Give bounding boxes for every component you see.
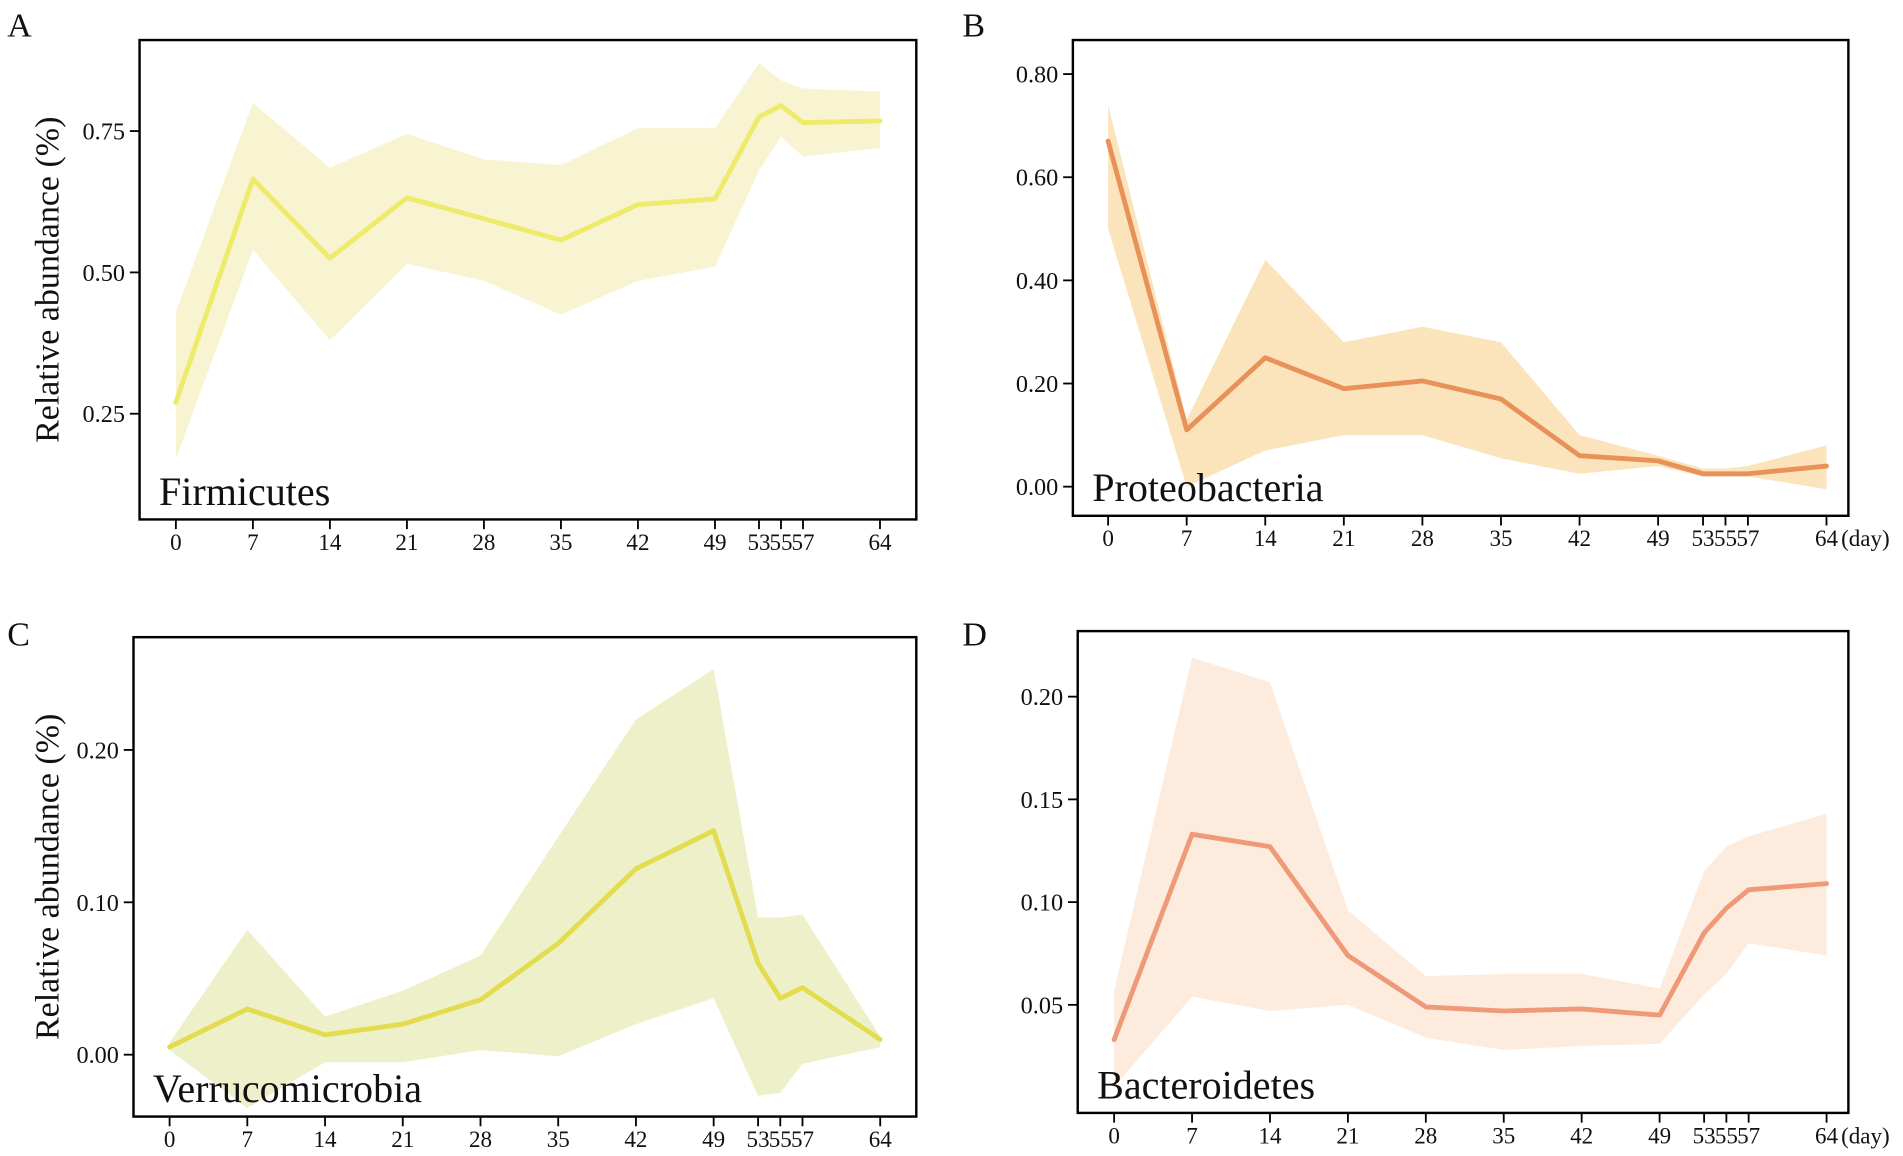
- x-tick-label: 14: [314, 1126, 338, 1152]
- x-tick-label: 14: [318, 529, 342, 555]
- x-tick-label: 0: [164, 1126, 176, 1152]
- phylum-label: Proteobacteria: [1092, 465, 1323, 510]
- x-tick-label: 7: [242, 1126, 254, 1152]
- x-tick-label: 53: [747, 529, 770, 555]
- y-tick-label: 0.10: [1021, 890, 1063, 917]
- mean-line: [1111, 831, 1829, 1043]
- x-tick-label: 0: [1108, 1122, 1120, 1148]
- x-tick-label: 64: [869, 1126, 893, 1152]
- mean-line: [167, 828, 883, 1050]
- plot-frame: [138, 38, 918, 521]
- x-tick-label: 35: [1489, 525, 1512, 551]
- y-tick-label: 0.50: [83, 260, 125, 287]
- confidence-band: [175, 63, 880, 459]
- x-tick-label: 57: [791, 529, 814, 555]
- x-tick-label: 49: [702, 1126, 725, 1152]
- y-axis-title: Relative abundance (%): [29, 117, 66, 443]
- x-tick-label: 53: [1693, 1122, 1716, 1148]
- y-axis-title: Relative abundance (%): [29, 714, 66, 1040]
- x-tick-label: 57: [1736, 525, 1759, 551]
- x-tick-label: 28: [1411, 525, 1434, 551]
- x-tick-label: 0: [1102, 525, 1114, 551]
- y-tick-label: 0.20: [1021, 684, 1063, 711]
- confidence-band: [1108, 105, 1827, 490]
- x-tick-label: 35: [549, 529, 572, 555]
- x-tick-label: 21: [391, 1126, 414, 1152]
- y-tick-label: 0.80: [1016, 62, 1058, 89]
- x-tick-label: 14: [1254, 525, 1278, 551]
- panel-letter: B: [962, 7, 985, 44]
- x-tick-label: 49: [1648, 1122, 1671, 1148]
- panel: 0 7 14 21 28 35 42 49 53 55 57 64 0.00 0.20 0.40 0.60 0.…: [962, 7, 1889, 551]
- x-tick-label: 21: [395, 529, 418, 555]
- plot-frame: [132, 635, 918, 1118]
- x-tick-label: 42: [626, 529, 649, 555]
- x-tick-label: 35: [547, 1126, 570, 1152]
- x-tick-label: 14: [1258, 1122, 1282, 1148]
- y-tick-label: 0.05: [1021, 992, 1063, 1019]
- phylum-label: Firmicutes: [159, 469, 330, 514]
- phylum-label: Bacteroidetes: [1097, 1062, 1315, 1107]
- y-tick-label: 0.75: [83, 119, 125, 146]
- x-tick-label: 55: [769, 529, 792, 555]
- x-tick-label: 42: [1568, 525, 1591, 551]
- y-tick-label: 0.40: [1016, 268, 1058, 295]
- phylum-label: Verrucomicrobia: [153, 1066, 422, 1111]
- y-tick-label: 0.20: [76, 737, 118, 764]
- x-tick-label: 7: [1181, 525, 1193, 551]
- x-tick-label: 21: [1336, 1122, 1359, 1148]
- x-tick-label: 55: [1714, 525, 1737, 551]
- x-tick-label: 28: [1414, 1122, 1437, 1148]
- plot-frame: [1071, 38, 1850, 518]
- x-tick-label: 7: [1186, 1122, 1198, 1148]
- x-tick-label: 57: [791, 1126, 814, 1152]
- x-tick-label: 42: [624, 1126, 647, 1152]
- y-tick-label: 0.25: [83, 401, 125, 428]
- x-tick-label: 55: [1715, 1122, 1738, 1148]
- panel: 0 7 14 21 28 35 42 49 53 55 57 64 0.00 0.10 0.20 Relati…: [7, 617, 918, 1152]
- mean-line: [1105, 138, 1829, 477]
- x-tick-label: 49: [703, 529, 726, 555]
- y-tick-label: 0.00: [1016, 474, 1058, 501]
- x-tick-label: 28: [472, 529, 495, 555]
- x-tick-label: 35: [1492, 1122, 1515, 1148]
- x-tick-label: 21: [1332, 525, 1355, 551]
- x-tick-label: 53: [747, 1126, 770, 1152]
- x-tick-label: 53: [1692, 525, 1715, 551]
- x-tick-label: 64: [868, 529, 892, 555]
- confidence-band: [1114, 657, 1827, 1088]
- mean-line: [173, 103, 883, 405]
- y-tick-label: 0.10: [76, 890, 118, 917]
- y-tick-label: 0.15: [1021, 787, 1063, 814]
- x-tick-label: 0: [170, 529, 182, 555]
- y-tick-label: 0.20: [1016, 371, 1058, 398]
- panel-letter: D: [962, 617, 987, 654]
- y-tick-label: 0.60: [1016, 165, 1058, 192]
- panel-letter: C: [7, 617, 30, 654]
- x-tick-label: 49: [1647, 525, 1670, 551]
- x-unit: (day): [1841, 1122, 1890, 1148]
- x-tick-label: 64: [1815, 1122, 1839, 1148]
- x-tick-label: 28: [469, 1126, 492, 1152]
- y-tick-label: 0.00: [76, 1042, 118, 1069]
- x-unit: (day): [1841, 525, 1890, 551]
- plot-frame: [1076, 629, 1850, 1115]
- x-tick-label: 64: [1815, 525, 1839, 551]
- x-tick-label: 42: [1570, 1122, 1593, 1148]
- confidence-band: [169, 669, 881, 1109]
- panel-letter: A: [7, 7, 32, 44]
- x-tick-label: 55: [769, 1126, 792, 1152]
- x-tick-label: 7: [247, 529, 259, 555]
- x-tick-label: 57: [1737, 1122, 1760, 1148]
- panel: 0 7 14 21 28 35 42 49 53 55 57 64 0.05 0.10 0.15 0.20 (d…: [962, 617, 1889, 1149]
